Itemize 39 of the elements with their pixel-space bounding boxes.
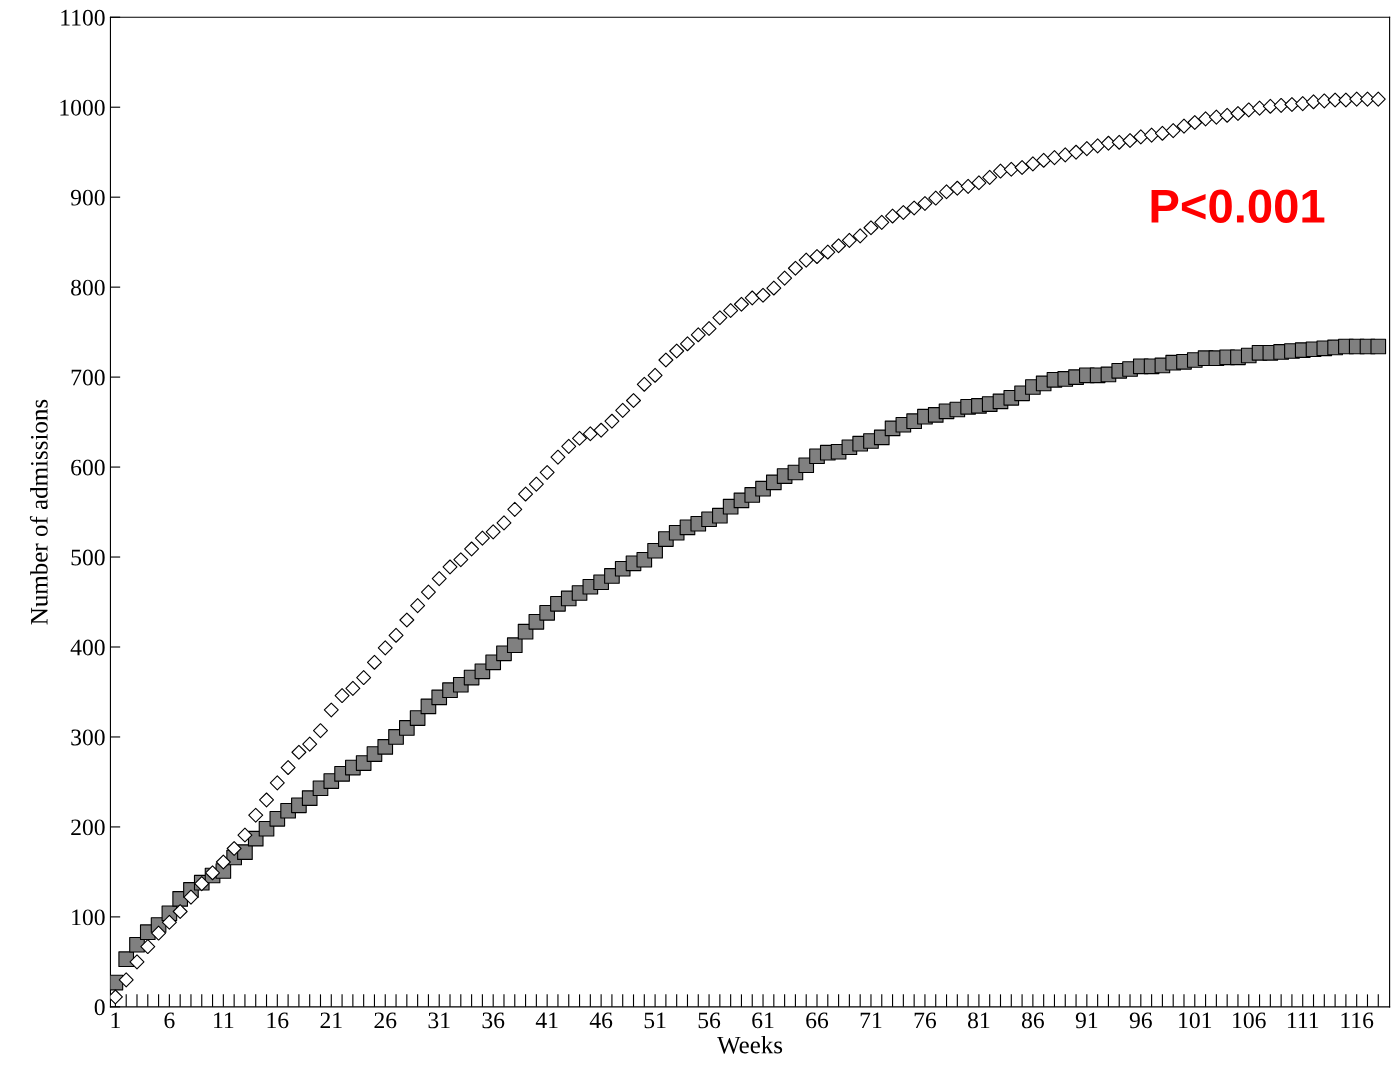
y-tick-label: 200 [71,819,105,836]
x-tick-label: 71 [860,1012,882,1029]
y-tick-label: 600 [71,459,105,476]
y-tick-label: 0 [94,999,105,1016]
y-tick-label: 900 [70,189,105,206]
x-tick-label: 41 [535,1012,558,1029]
x-tick-label: 111 [1287,1012,1319,1029]
y-tick-label: 100 [72,909,105,926]
y-tick-label: 700 [71,369,105,386]
x-tick-label: 31 [428,1012,450,1029]
y-tick-label: 500 [71,549,105,566]
x-tick-label: 26 [374,1012,397,1029]
x-tick-label: 106 [1233,1012,1266,1029]
x-tick-label: 46 [589,1012,613,1029]
y-tick-label: 300 [71,729,105,746]
y-axis-title: Number of admissions [29,399,48,625]
y-tick-label: 400 [70,639,105,656]
x-axis-title: Weeks [717,1035,783,1054]
y-tick-label: 800 [71,279,105,296]
annotation: P<0.001 [1151,189,1325,223]
x-tick-label: 16 [267,1012,289,1029]
x-tick-label: 36 [482,1012,505,1029]
x-tick-label: 91 [1075,1012,1098,1029]
y-tick-label: 1100 [61,9,105,26]
x-tick-label: 51 [644,1012,666,1029]
x-tick-label: 56 [698,1012,721,1029]
y-tick-label: 1000 [60,99,105,116]
x-tick-label: 116 [1341,1012,1374,1029]
x-tick-label: 86 [1021,1012,1044,1029]
x-tick-label: 81 [968,1012,990,1029]
x-tick-label: 21 [320,1012,342,1029]
x-tick-label: 61 [752,1012,774,1029]
x-tick-label: 76 [914,1012,937,1029]
x-tick-label: 66 [806,1012,829,1029]
x-tick-label: 1 [111,1012,120,1029]
x-tick-label: 96 [1129,1012,1152,1029]
x-tick-label: 6 [164,1012,175,1029]
x-tick-label: 11 [214,1012,234,1029]
x-tick-label: 101 [1179,1012,1212,1029]
